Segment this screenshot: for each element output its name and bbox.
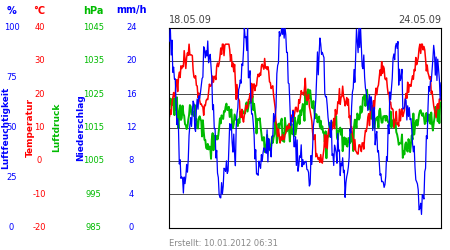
Text: 0: 0 (9, 223, 14, 232)
Text: 40: 40 (34, 23, 45, 32)
Text: Erstellt: 10.01.2012 06:31: Erstellt: 10.01.2012 06:31 (169, 238, 278, 248)
Text: 24.05.09: 24.05.09 (398, 14, 441, 24)
Text: 24: 24 (126, 23, 137, 32)
Text: 4: 4 (129, 190, 134, 199)
Text: 20: 20 (126, 56, 137, 65)
Text: 30: 30 (34, 56, 45, 65)
Text: Luftdruck: Luftdruck (52, 103, 61, 152)
Text: 50: 50 (6, 123, 17, 132)
Text: 1015: 1015 (83, 123, 104, 132)
Text: -10: -10 (33, 190, 46, 199)
Text: 1035: 1035 (83, 56, 104, 65)
Text: %: % (7, 6, 16, 16)
Text: 1005: 1005 (83, 156, 104, 165)
Text: 25: 25 (6, 173, 17, 182)
Text: 985: 985 (86, 223, 102, 232)
Text: 0: 0 (37, 156, 42, 165)
Text: Temperatur: Temperatur (26, 98, 35, 157)
Text: Luftfeuchtigkeit: Luftfeuchtigkeit (1, 86, 10, 169)
Text: 20: 20 (34, 90, 45, 99)
Text: 995: 995 (86, 190, 102, 199)
Text: mm/h: mm/h (116, 6, 147, 16)
Text: 8: 8 (129, 156, 134, 165)
Text: Niederschlag: Niederschlag (76, 94, 86, 161)
Text: 1025: 1025 (83, 90, 104, 99)
Text: 12: 12 (126, 123, 137, 132)
Text: hPa: hPa (83, 6, 104, 16)
Text: 18.05.09: 18.05.09 (169, 14, 212, 24)
Text: 1045: 1045 (83, 23, 104, 32)
Text: 16: 16 (126, 90, 137, 99)
Text: -20: -20 (33, 223, 46, 232)
Text: °C: °C (33, 6, 45, 16)
Text: 0: 0 (129, 223, 134, 232)
Text: 100: 100 (4, 23, 19, 32)
Text: 75: 75 (6, 73, 17, 82)
Text: 10: 10 (34, 123, 45, 132)
